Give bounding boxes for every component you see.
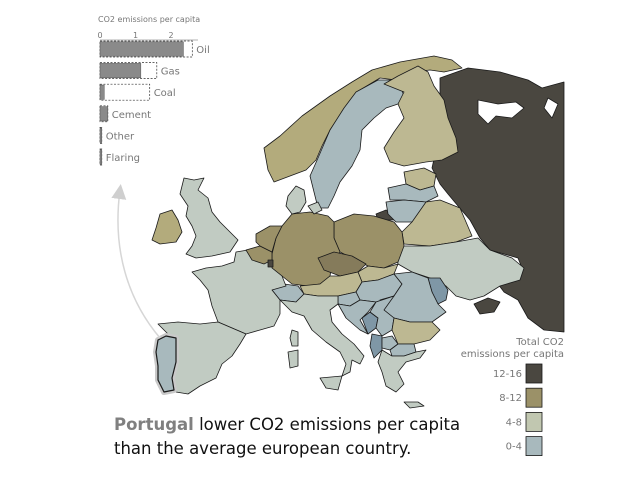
- region-ukraine: [395, 237, 525, 301]
- bar-axis-tick-label: 0: [97, 31, 102, 40]
- caption-country: Portugal: [114, 415, 194, 434]
- bar-axis-tick-label: 2: [168, 31, 173, 40]
- caption-line1-rest: lower CO2 emissions per capita: [199, 415, 461, 434]
- region-crete: [403, 401, 425, 409]
- legend-swatch: [525, 363, 543, 384]
- region-serbia: [369, 295, 395, 337]
- region-denmark: [285, 185, 307, 215]
- bar-country-value: [99, 149, 103, 165]
- legend: Total CO2 emissions per capita 12-16 8-12…: [461, 337, 564, 457]
- region-russia-sea-2: [543, 97, 559, 119]
- region-ireland: [151, 209, 183, 245]
- bar-label: Flaring: [106, 153, 140, 164]
- legend-swatch: [525, 436, 543, 457]
- caption-line2: than the average european country.: [114, 439, 412, 458]
- bar-country-value: [99, 41, 184, 57]
- bar-label: Cement: [112, 110, 151, 121]
- region-finland: [383, 65, 459, 167]
- bar-europe-average: [99, 83, 151, 101]
- region-germany: [271, 211, 341, 287]
- region-montenegro: [369, 333, 383, 359]
- region-denmark-island: [307, 201, 323, 215]
- legend-label: 4-8: [506, 417, 522, 428]
- legend-label: 8-12: [499, 393, 522, 404]
- legend-title-line2: emissions per capita: [461, 349, 564, 360]
- bar-label: Other: [106, 131, 135, 142]
- bar-country-value: [99, 106, 109, 122]
- legend-swatch: [525, 411, 543, 432]
- caption: Portugal lower CO2 emissions per capita …: [114, 413, 494, 461]
- bar-country-value: [99, 84, 105, 100]
- region-netherlands: [255, 225, 283, 253]
- legend-title-line1: Total CO2: [515, 337, 564, 348]
- region-sardinia: [289, 329, 299, 347]
- region-sweden: [309, 79, 405, 209]
- bar-country-value: [99, 127, 103, 143]
- region-luxembourg: [267, 259, 274, 268]
- legend-swatch: [525, 387, 543, 408]
- bar-axis-tick-label: 1: [133, 31, 138, 40]
- region-latvia: [387, 183, 439, 203]
- europe-map: [151, 55, 565, 409]
- region-corsica-sardinia-2: [287, 349, 299, 369]
- region-greece: [377, 349, 427, 393]
- bar-label: Gas: [161, 67, 180, 78]
- legend-label: 0-4: [506, 442, 522, 453]
- pointer-arrow: [111, 184, 161, 339]
- bar-panel: CO2 emissions per capita 0 1 2 Oil Gas CoalCem…: [97, 15, 210, 166]
- bar-panel-title: CO2 emissions per capita: [98, 15, 200, 24]
- region-russia-sea: [477, 99, 525, 125]
- bar-label: Oil: [196, 45, 209, 56]
- region-bulgaria: [391, 317, 441, 345]
- region-crimea-dark: [473, 297, 501, 315]
- legend-label: 12-16: [493, 369, 522, 380]
- bar-country-value: [99, 63, 142, 79]
- bar-label: Coal: [154, 88, 176, 99]
- region-uk: [179, 177, 239, 259]
- region-portugal: [155, 335, 177, 393]
- region-czechia: [317, 251, 367, 277]
- region-italy: [279, 293, 365, 377]
- region-sicily: [319, 375, 343, 391]
